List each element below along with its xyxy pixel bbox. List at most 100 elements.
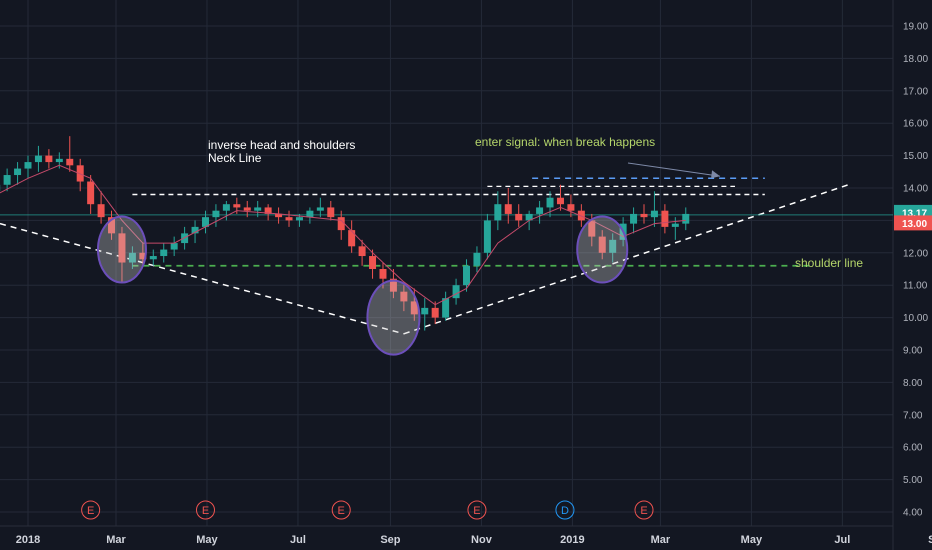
candle-body: [421, 307, 429, 315]
event-marker-label: E: [202, 505, 209, 517]
candle-body: [285, 217, 293, 221]
event-marker[interactable]: E: [331, 500, 351, 520]
annotation-arrow: [627, 162, 721, 177]
annotation-arrow-head: [711, 170, 721, 179]
title-annotation: inverse head and shoulders: [208, 138, 355, 152]
x-tick-label: Mar: [651, 534, 671, 546]
event-marker[interactable]: D: [555, 500, 575, 520]
event-marker-label: E: [473, 505, 480, 517]
candle-body: [306, 210, 314, 218]
candle-body: [369, 256, 377, 269]
candle-body: [442, 298, 450, 318]
candle-body: [483, 220, 491, 253]
y-tick-label: 17.00: [903, 86, 928, 97]
candle-body: [452, 285, 460, 299]
candle-body: [222, 204, 230, 211]
candle-body: [97, 204, 105, 218]
candle-body: [463, 265, 471, 286]
candle-body: [400, 291, 408, 302]
candle-body: [358, 246, 366, 257]
y-tick-label: 4.00: [903, 508, 923, 519]
x-tick-label: 2019: [560, 534, 584, 546]
price-tag-label: 13.17: [902, 208, 927, 219]
event-marker[interactable]: E: [195, 500, 215, 520]
event-marker[interactable]: E: [81, 500, 101, 520]
x-tick-label: May: [196, 534, 218, 546]
x-tick-label: Sep: [380, 534, 400, 546]
candle-body: [264, 207, 272, 214]
candle-body: [473, 252, 481, 266]
x-tick-label: Se: [928, 534, 932, 546]
candle-body: [191, 226, 199, 234]
candle-body: [170, 243, 178, 250]
left-shoulder-highlight: [96, 215, 147, 284]
moving-average-line: [0, 164, 686, 306]
candle-body: [609, 239, 617, 253]
y-tick-label: 9.00: [903, 346, 923, 357]
candle-body: [525, 213, 533, 221]
x-tick-label: Nov: [471, 534, 493, 546]
candle-body: [316, 207, 324, 211]
candle-body: [34, 155, 42, 163]
y-tick-label: 16.00: [903, 119, 928, 130]
event-marker-label: E: [338, 505, 345, 517]
candle-body: [14, 168, 22, 176]
event-marker-label: E: [640, 505, 647, 517]
candle-body: [233, 204, 241, 208]
y-tick-label: 8.00: [903, 378, 923, 389]
candle-body: [118, 233, 126, 263]
candle-body: [630, 213, 638, 224]
event-marker-label: D: [561, 505, 569, 517]
price-tag-label: 13.00: [902, 219, 927, 230]
candle-body: [494, 204, 502, 221]
y-tick-label: 7.00: [903, 410, 923, 421]
left-trend-line: [0, 222, 405, 335]
candle-body: [567, 204, 575, 211]
candle-body: [389, 278, 397, 292]
x-tick-label: Jul: [834, 534, 850, 546]
candle-body: [108, 217, 116, 234]
candle-body: [348, 230, 356, 247]
y-tick-label: 11.00: [903, 281, 928, 292]
x-axis-ticks: 2018 Mar May Jul Sep Nov 2019 Mar May Jul Se: [16, 534, 932, 546]
event-marker[interactable]: E: [467, 500, 487, 520]
head-highlight: [366, 279, 421, 356]
x-tick-label: 2018: [16, 534, 40, 546]
candle-body: [66, 158, 74, 166]
candle-body: [682, 213, 690, 224]
candle-body: [201, 217, 209, 227]
candle-body: [536, 207, 544, 214]
price-tag-bg: [894, 215, 932, 231]
y-tick-label: 6.00: [903, 443, 923, 454]
event-marker-circle: [195, 500, 215, 520]
right-shoulder-highlight: [576, 215, 629, 284]
candle-body: [45, 155, 53, 163]
event-marker-circle: [331, 500, 351, 520]
y-tick-label: 15.00: [903, 151, 928, 162]
candle-body: [55, 158, 63, 163]
candle-body: [254, 207, 262, 211]
event-marker-label: E: [87, 505, 94, 517]
candle-body: [139, 252, 147, 260]
pattern-highlights: [96, 215, 629, 356]
candle-body: [160, 249, 168, 257]
candle-body: [515, 213, 523, 221]
candle-body: [546, 197, 554, 208]
event-marker-circle: [81, 500, 101, 520]
candle-body: [671, 223, 679, 227]
event-marker-circle: [467, 500, 487, 520]
candle-body: [3, 175, 11, 185]
x-tick-label: Mar: [106, 534, 126, 546]
event-marker[interactable]: E: [634, 500, 654, 520]
shoulder-line-annotation: shoulder line: [795, 256, 863, 270]
candle-body: [661, 210, 669, 227]
candle-body: [212, 210, 220, 218]
x-tick-label: May: [741, 534, 763, 546]
candle-body: [24, 162, 32, 169]
y-tick-label: 10.00: [903, 313, 928, 324]
candle-body: [379, 269, 387, 279]
candle-body: [431, 307, 439, 318]
